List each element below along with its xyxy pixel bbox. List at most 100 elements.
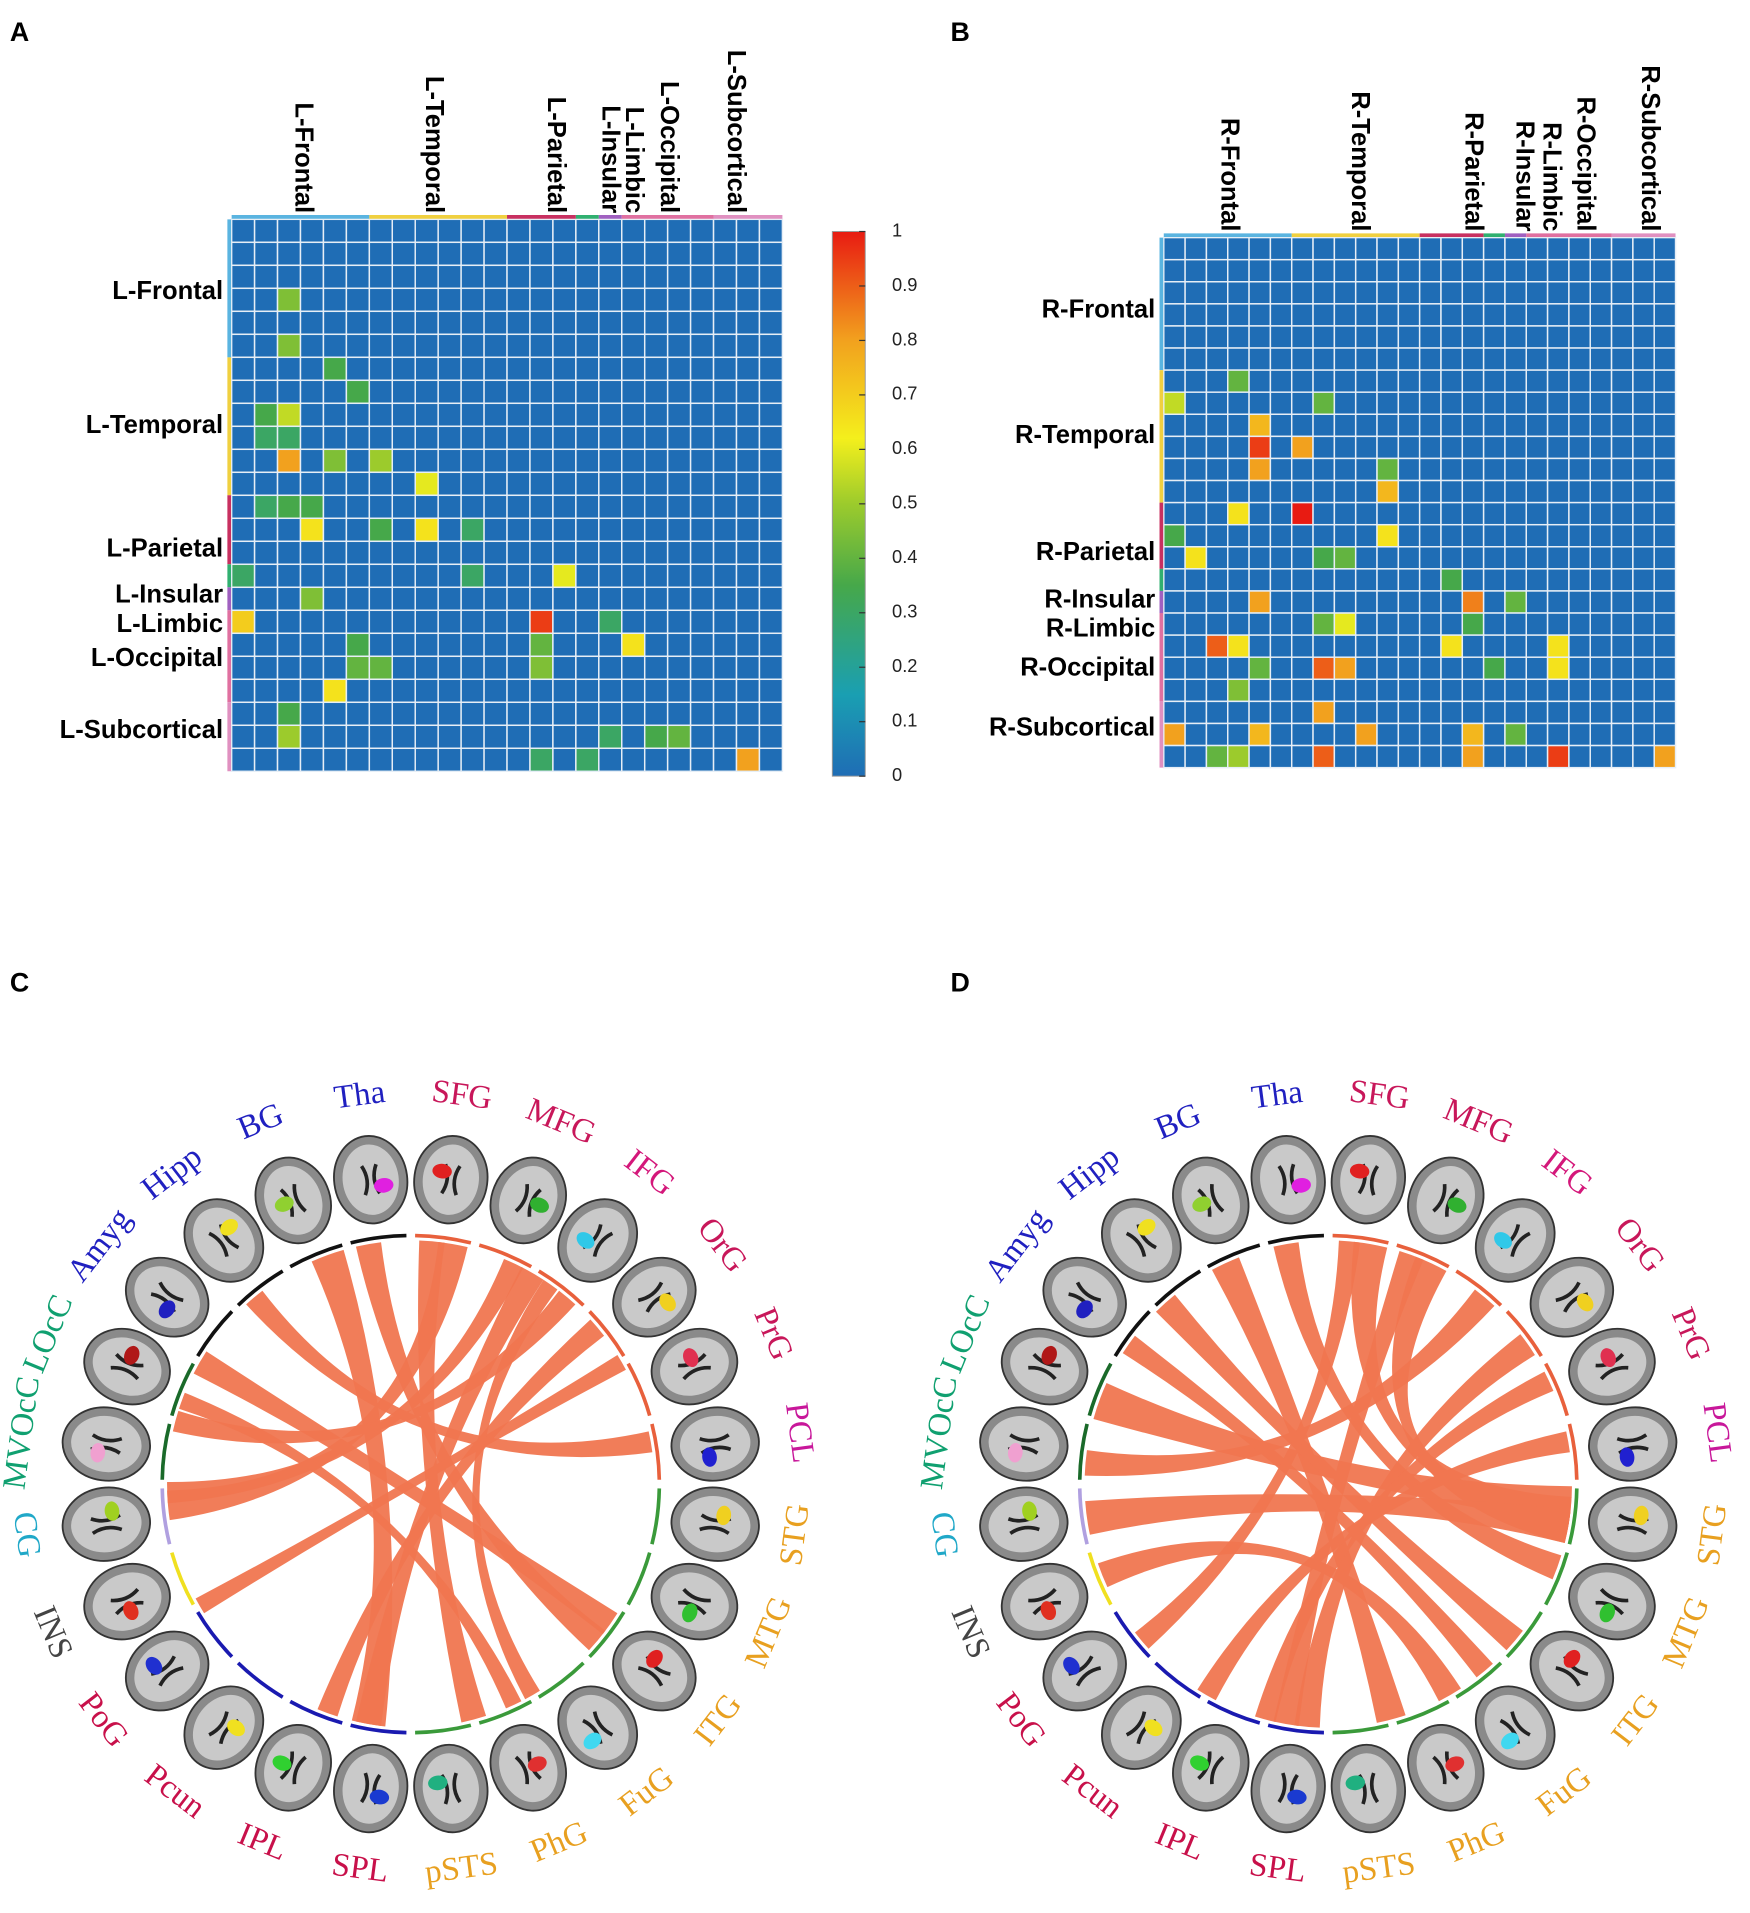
heat-cell <box>1163 236 1186 261</box>
heat-cell <box>391 517 416 543</box>
heat-cell <box>1163 479 1186 504</box>
region-arc <box>236 1661 284 1699</box>
heat-cell <box>1632 546 1655 570</box>
heat-cell <box>1248 236 1272 261</box>
heat-cell <box>1568 236 1591 261</box>
heat-cell <box>598 425 623 451</box>
heat-cell <box>368 609 394 635</box>
heat-cell <box>391 494 416 520</box>
heat-cell <box>529 218 554 244</box>
heat-cell <box>460 333 485 359</box>
heat-cell <box>1568 744 1591 769</box>
heat-cell <box>1205 236 1229 261</box>
heat-cell <box>1354 435 1378 460</box>
heat-cell <box>276 701 302 727</box>
heat-cell <box>1205 700 1229 725</box>
heat-cell <box>1546 258 1570 283</box>
heat-cell <box>689 471 715 497</box>
heat-cell <box>1269 347 1293 371</box>
heat-cell <box>483 264 508 290</box>
heat-cell <box>368 448 394 474</box>
heat-cell <box>529 241 554 267</box>
heat-cell <box>1610 722 1634 747</box>
heat-cell <box>1397 678 1421 703</box>
region-label: Tha <box>1249 1074 1305 1116</box>
heat-cell <box>368 425 394 451</box>
heat-cell <box>1632 523 1655 548</box>
heat-cell <box>483 356 508 382</box>
heat-cell <box>712 517 738 543</box>
heat-cell <box>437 632 462 658</box>
heat-cell <box>735 540 761 566</box>
heat-cell <box>1397 347 1421 371</box>
heat-cell <box>506 448 531 474</box>
brain-thumbnail <box>1588 1406 1678 1482</box>
heat-cell <box>1632 369 1655 393</box>
brain-thumbnail <box>1042 1630 1127 1712</box>
heat-cell <box>1653 722 1677 747</box>
heat-cell <box>666 609 692 635</box>
heat-cell <box>575 540 600 566</box>
heat-cell <box>1354 369 1378 393</box>
colorbar-tick-label: 0.8 <box>892 328 917 349</box>
chord-ribbon <box>1093 1383 1572 1525</box>
heat-cell <box>391 724 416 750</box>
heat-cell <box>437 264 462 290</box>
region-arc <box>1154 1661 1202 1699</box>
heat-cell <box>1248 479 1272 504</box>
heat-cell <box>575 701 600 727</box>
heat-cell <box>1376 678 1400 703</box>
heat-cell <box>1504 612 1528 636</box>
heat-cell <box>460 425 485 451</box>
region-label: Tha <box>332 1074 388 1116</box>
heat-cell <box>1269 479 1293 504</box>
heat-cell <box>735 632 761 658</box>
heat-cell <box>1546 281 1570 305</box>
heat-cell <box>1589 413 1613 438</box>
heat-cell <box>1248 457 1272 482</box>
heat-cell <box>391 333 416 359</box>
region-arc <box>1113 1310 1151 1358</box>
heat-cell <box>483 287 508 313</box>
heat-cell <box>1461 347 1485 371</box>
heat-cell <box>1269 612 1293 636</box>
heat-cell <box>1184 634 1208 658</box>
heat-cell <box>712 264 738 290</box>
heat-cell <box>1632 347 1655 371</box>
row-group-label: R-Insular <box>1044 585 1155 613</box>
heat-cell <box>575 632 600 658</box>
heat-cell <box>758 540 784 566</box>
heat-cell <box>506 264 531 290</box>
heat-cell <box>1653 744 1677 769</box>
heat-cell <box>1589 656 1613 681</box>
heat-cell <box>575 241 600 267</box>
brain-thumbnail <box>489 1156 567 1245</box>
heat-cell <box>345 448 371 474</box>
heat-cell <box>1205 479 1229 504</box>
heat-cell <box>1482 523 1506 548</box>
heat-cell <box>529 678 554 704</box>
heat-cell <box>368 379 394 405</box>
heat-cell <box>1568 281 1591 305</box>
region-arc <box>1113 1611 1151 1659</box>
heat-cell <box>552 517 577 543</box>
heat-cell <box>1227 435 1250 460</box>
heat-cell <box>1440 744 1464 769</box>
col-group-label: R-Limbic <box>1537 122 1565 231</box>
heat-cell <box>322 310 348 336</box>
heat-cell <box>414 471 439 497</box>
heat-cell <box>1440 435 1464 460</box>
heat-cell <box>1163 744 1186 769</box>
heat-cell <box>322 333 348 359</box>
heat-cell <box>253 356 279 382</box>
heat-cell <box>299 448 325 474</box>
heat-cell <box>712 448 738 474</box>
heat-cell <box>758 632 784 658</box>
heat-cell <box>712 724 738 750</box>
heat-cell <box>621 678 646 704</box>
heat-cell <box>712 632 738 658</box>
heat-cell <box>253 310 279 336</box>
region-label: FuG <box>612 1759 680 1823</box>
heat-cell <box>1546 435 1570 460</box>
heat-cell <box>506 724 531 750</box>
